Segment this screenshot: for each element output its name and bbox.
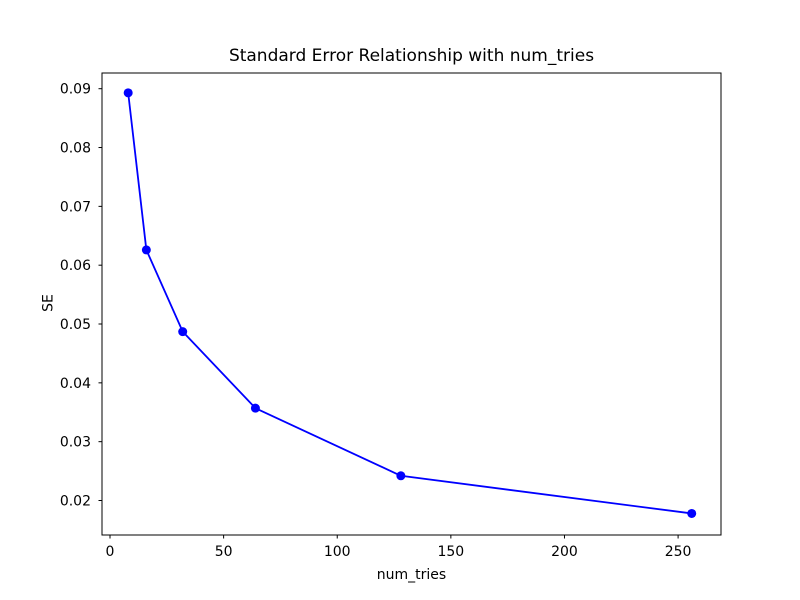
y-tick-label: 0.02	[60, 493, 91, 509]
data-point-marker	[250, 403, 260, 413]
x-tick-label: 150	[437, 544, 464, 560]
y-tick-label: 0.05	[60, 317, 91, 333]
chart-title: Standard Error Relationship with num_tri…	[228, 46, 595, 66]
x-tick-label: 50	[215, 544, 233, 560]
y-tick-label: 0.08	[60, 141, 91, 157]
data-point-marker	[396, 471, 406, 481]
se-line	[127, 91, 693, 515]
x-tick-label: 0	[106, 544, 115, 560]
x-tick-label: 100	[324, 544, 351, 560]
y-tick-label: 0.04	[60, 376, 91, 392]
data-point-marker	[178, 327, 188, 337]
x-tick-label: 250	[665, 544, 692, 560]
x-tick-label: 200	[551, 544, 578, 560]
data-point-marker	[687, 508, 697, 518]
y-tick-label: 0.07	[60, 199, 91, 215]
data-point-marker	[141, 245, 151, 255]
axes-box	[101, 72, 722, 536]
y-tick-label: 0.06	[60, 258, 91, 274]
data-point-marker	[123, 88, 133, 98]
y-tick-label: 0.03	[60, 435, 91, 451]
x-axis-label: num_tries	[376, 567, 447, 583]
y-tick-label: 0.09	[60, 82, 91, 98]
